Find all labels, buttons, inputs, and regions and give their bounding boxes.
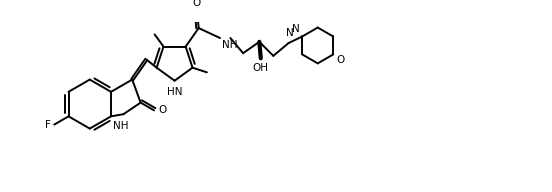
Text: O: O [159,105,167,115]
Text: HN: HN [167,87,182,97]
Text: N: N [285,28,293,38]
Text: N: N [291,24,299,34]
Text: O: O [336,55,344,65]
Text: NH: NH [222,40,237,50]
Text: NH: NH [113,121,129,131]
Text: O: O [192,0,200,8]
Text: OH: OH [253,63,269,73]
Text: F: F [45,120,50,130]
